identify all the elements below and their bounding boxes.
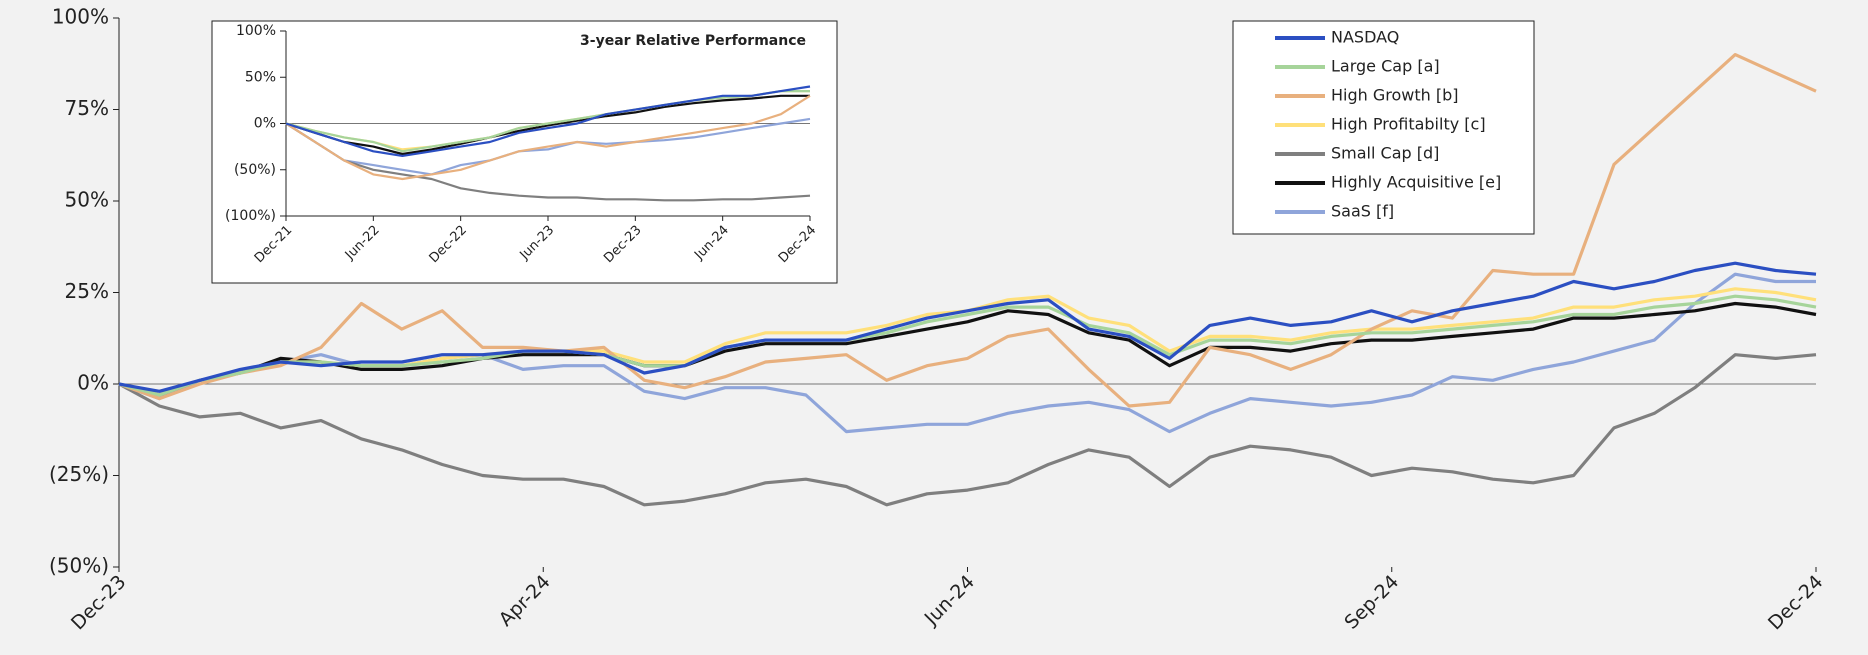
series-line [285,85,811,157]
y-tick-label: (25%) [49,462,109,486]
y-tick-label: 50% [65,188,109,212]
legend-box [1232,20,1535,235]
series-line [118,353,1817,507]
y-tick-label: 75% [65,96,109,120]
y-tick-label: 100% [236,23,276,39]
legend-label: Highly Acquisitive [e] [1331,173,1501,192]
series-line [118,261,1817,393]
series-line [118,301,1817,397]
y-tick-label: 50% [245,69,276,85]
y-tick-label: 100% [52,5,109,29]
legend-label: Small Cap [d] [1331,144,1439,163]
series-line [285,89,810,153]
legend-label: High Profitabilty [c] [1331,115,1486,134]
series-line [285,94,811,181]
series-line [118,294,1817,397]
inset-title: 3-year Relative Performance [580,33,806,49]
y-tick-label: (50%) [49,554,109,578]
series-line [285,117,811,176]
y-tick-label: 0% [77,371,109,395]
series-line [285,122,811,202]
y-tick-label: 0% [254,116,276,132]
legend-label: SaaS [f] [1331,202,1394,221]
y-tick-label: (100%) [225,208,276,224]
legend-label: Large Cap [a] [1331,57,1440,76]
y-tick-label: (50%) [234,162,276,178]
y-tick-label: 25% [65,279,109,303]
series-line [285,94,810,156]
legend-label: NASDAQ [1331,28,1399,47]
legend-label: High Growth [b] [1331,86,1459,105]
series-line [118,52,1817,408]
